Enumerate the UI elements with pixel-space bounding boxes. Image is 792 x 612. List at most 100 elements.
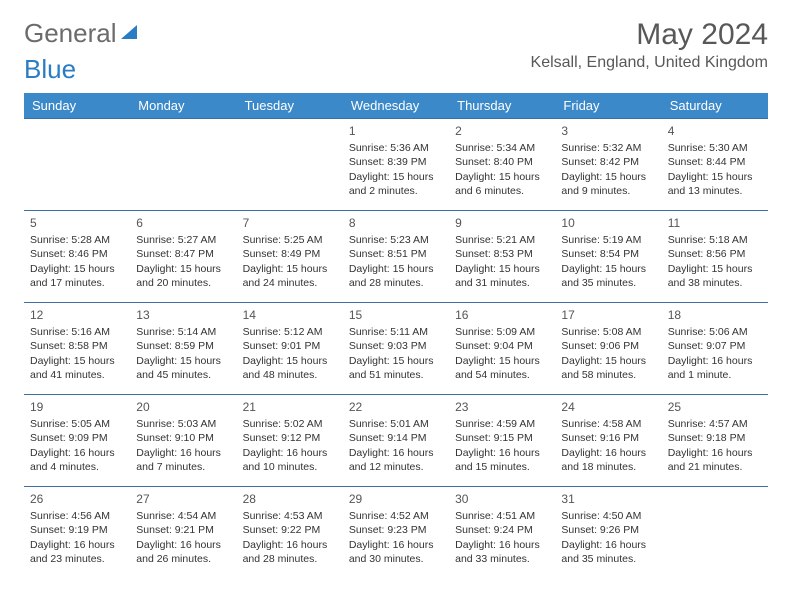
day-header: Thursday <box>449 93 555 119</box>
calendar-day-cell: 4Sunrise: 5:30 AMSunset: 8:44 PMDaylight… <box>662 119 768 211</box>
sunrise-line: Sunrise: 4:54 AM <box>136 509 230 523</box>
sunrise-line: Sunrise: 4:51 AM <box>455 509 549 523</box>
sunset-line: Sunset: 8:58 PM <box>30 339 124 353</box>
calendar-day-cell: 5Sunrise: 5:28 AMSunset: 8:46 PMDaylight… <box>24 211 130 303</box>
calendar-day-cell: 25Sunrise: 4:57 AMSunset: 9:18 PMDayligh… <box>662 395 768 487</box>
daylight-line: Daylight: 15 hours and 51 minutes. <box>349 354 443 382</box>
sunrise-line: Sunrise: 5:02 AM <box>243 417 337 431</box>
day-number: 8 <box>349 215 443 231</box>
sunrise-line: Sunrise: 5:06 AM <box>668 325 762 339</box>
sunset-line: Sunset: 9:06 PM <box>561 339 655 353</box>
sunset-line: Sunset: 9:09 PM <box>30 431 124 445</box>
day-number: 22 <box>349 399 443 415</box>
calendar-day-cell: 29Sunrise: 4:52 AMSunset: 9:23 PMDayligh… <box>343 487 449 579</box>
sunset-line: Sunset: 8:46 PM <box>30 247 124 261</box>
sunrise-line: Sunrise: 5:03 AM <box>136 417 230 431</box>
sunset-line: Sunset: 9:22 PM <box>243 523 337 537</box>
calendar-day-cell <box>662 487 768 579</box>
sunrise-line: Sunrise: 4:59 AM <box>455 417 549 431</box>
day-number: 1 <box>349 123 443 139</box>
calendar-day-cell: 18Sunrise: 5:06 AMSunset: 9:07 PMDayligh… <box>662 303 768 395</box>
daylight-line: Daylight: 15 hours and 38 minutes. <box>668 262 762 290</box>
calendar-day-cell <box>24 119 130 211</box>
day-number: 21 <box>243 399 337 415</box>
brand-part1: General <box>24 18 117 49</box>
day-number: 11 <box>668 215 762 231</box>
calendar-day-cell: 11Sunrise: 5:18 AMSunset: 8:56 PMDayligh… <box>662 211 768 303</box>
sunrise-line: Sunrise: 5:23 AM <box>349 233 443 247</box>
daylight-line: Daylight: 16 hours and 28 minutes. <box>243 538 337 566</box>
calendar-day-cell: 16Sunrise: 5:09 AMSunset: 9:04 PMDayligh… <box>449 303 555 395</box>
sunset-line: Sunset: 8:47 PM <box>136 247 230 261</box>
calendar-day-cell: 13Sunrise: 5:14 AMSunset: 8:59 PMDayligh… <box>130 303 236 395</box>
daylight-line: Daylight: 16 hours and 30 minutes. <box>349 538 443 566</box>
day-header: Monday <box>130 93 236 119</box>
day-number: 9 <box>455 215 549 231</box>
sunrise-line: Sunrise: 4:57 AM <box>668 417 762 431</box>
daylight-line: Daylight: 15 hours and 20 minutes. <box>136 262 230 290</box>
calendar-day-cell: 22 Sunrise: 5:01 AMSunset: 9:14 PMDayligh… <box>343 395 449 487</box>
sunset-line: Sunset: 9:14 PM <box>349 431 443 445</box>
calendar-day-cell: 7Sunrise: 5:25 AMSunset: 8:49 PMDaylight… <box>237 211 343 303</box>
daylight-line: Daylight: 16 hours and 1 minute. <box>668 354 762 382</box>
calendar-day-cell: 26Sunrise: 4:56 AMSunset: 9:19 PMDayligh… <box>24 487 130 579</box>
calendar-day-cell: 27Sunrise: 4:54 AMSunset: 9:21 PMDayligh… <box>130 487 236 579</box>
daylight-line: Daylight: 15 hours and 2 minutes. <box>349 170 443 198</box>
day-number: 13 <box>136 307 230 323</box>
sunrise-line: Sunrise: 5:19 AM <box>561 233 655 247</box>
location-subtitle: Kelsall, England, United Kingdom <box>531 54 768 72</box>
sunset-line: Sunset: 9:07 PM <box>668 339 762 353</box>
calendar-day-cell <box>237 119 343 211</box>
daylight-line: Daylight: 16 hours and 12 minutes. <box>349 446 443 474</box>
daylight-line: Daylight: 16 hours and 23 minutes. <box>30 538 124 566</box>
daylight-line: Daylight: 15 hours and 41 minutes. <box>30 354 124 382</box>
calendar-day-cell: 21Sunrise: 5:02 AMSunset: 9:12 PMDayligh… <box>237 395 343 487</box>
daylight-line: Daylight: 16 hours and 35 minutes. <box>561 538 655 566</box>
day-number: 7 <box>243 215 337 231</box>
daylight-line: Daylight: 15 hours and 48 minutes. <box>243 354 337 382</box>
sunset-line: Sunset: 8:54 PM <box>561 247 655 261</box>
daylight-line: Daylight: 15 hours and 35 minutes. <box>561 262 655 290</box>
day-number: 10 <box>561 215 655 231</box>
daylight-line: Daylight: 15 hours and 17 minutes. <box>30 262 124 290</box>
sunrise-line: Sunrise: 5:14 AM <box>136 325 230 339</box>
calendar-day-cell <box>130 119 236 211</box>
sunset-line: Sunset: 8:51 PM <box>349 247 443 261</box>
calendar-week-row: 5Sunrise: 5:28 AMSunset: 8:46 PMDaylight… <box>24 211 768 303</box>
sunset-line: Sunset: 9:10 PM <box>136 431 230 445</box>
calendar-day-cell: 10 Sunrise: 5:19 AMSunset: 8:54 PMDayligh… <box>555 211 661 303</box>
calendar-day-cell: 30Sunrise: 4:51 AMSunset: 9:24 PMDayligh… <box>449 487 555 579</box>
sunrise-line: Sunrise: 5:32 AM <box>561 141 655 155</box>
logo-sail-icon <box>121 25 137 39</box>
daylight-line: Daylight: 15 hours and 13 minutes. <box>668 170 762 198</box>
sunrise-line: Sunrise: 4:50 AM <box>561 509 655 523</box>
daylight-line: Daylight: 16 hours and 18 minutes. <box>561 446 655 474</box>
daylight-line: Daylight: 15 hours and 24 minutes. <box>243 262 337 290</box>
day-number: 15 <box>349 307 443 323</box>
sunset-line: Sunset: 9:03 PM <box>349 339 443 353</box>
day-number: 3 <box>561 123 655 139</box>
day-number: 14 <box>243 307 337 323</box>
sunrise-line: Sunrise: 4:56 AM <box>30 509 124 523</box>
calendar-head: SundayMondayTuesdayWednesdayThursdayFrid… <box>24 93 768 119</box>
calendar-week-row: 1Sunrise: 5:36 AMSunset: 8:39 PMDaylight… <box>24 119 768 211</box>
sunrise-line: Sunrise: 5:12 AM <box>243 325 337 339</box>
day-number: 20 <box>136 399 230 415</box>
sunrise-line: Sunrise: 5:34 AM <box>455 141 549 155</box>
sunset-line: Sunset: 9:04 PM <box>455 339 549 353</box>
calendar-body: 1Sunrise: 5:36 AMSunset: 8:39 PMDaylight… <box>24 119 768 579</box>
daylight-line: Daylight: 15 hours and 9 minutes. <box>561 170 655 198</box>
sunrise-line: Sunrise: 5:01 AM <box>349 417 443 431</box>
day-number: 4 <box>668 123 762 139</box>
calendar-day-cell: 9Sunrise: 5:21 AMSunset: 8:53 PMDaylight… <box>449 211 555 303</box>
daylight-line: Daylight: 16 hours and 10 minutes. <box>243 446 337 474</box>
calendar-day-cell: 2Sunrise: 5:34 AMSunset: 8:40 PMDaylight… <box>449 119 555 211</box>
daylight-line: Daylight: 16 hours and 33 minutes. <box>455 538 549 566</box>
daylight-line: Daylight: 16 hours and 15 minutes. <box>455 446 549 474</box>
calendar-day-cell: 23Sunrise: 4:59 AMSunset: 9:15 PMDayligh… <box>449 395 555 487</box>
sunset-line: Sunset: 8:49 PM <box>243 247 337 261</box>
daylight-line: Daylight: 15 hours and 6 minutes. <box>455 170 549 198</box>
calendar-day-cell: 1Sunrise: 5:36 AMSunset: 8:39 PMDaylight… <box>343 119 449 211</box>
sunset-line: Sunset: 9:21 PM <box>136 523 230 537</box>
daylight-line: Daylight: 15 hours and 58 minutes. <box>561 354 655 382</box>
